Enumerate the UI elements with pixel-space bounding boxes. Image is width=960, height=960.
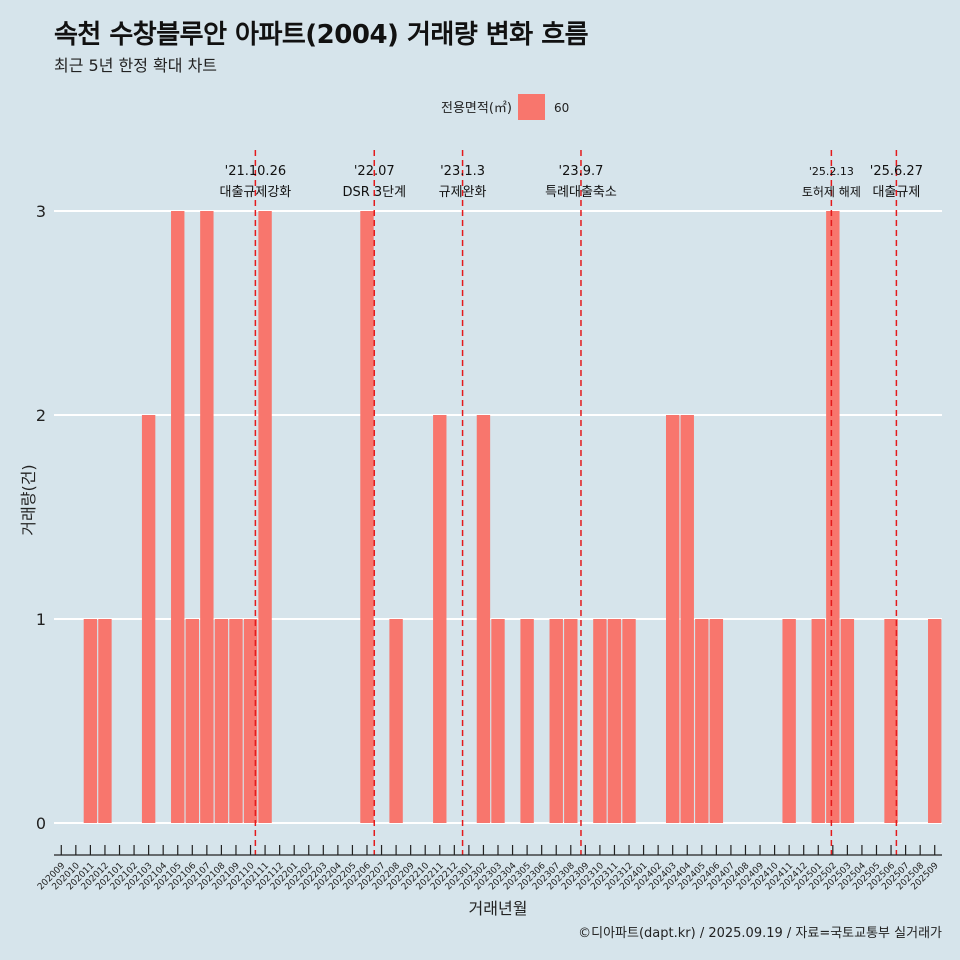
y-tick-label: 3 [36, 202, 46, 221]
y-axis-title: 거래량(건) [19, 464, 38, 535]
bar-202105 [171, 211, 185, 823]
y-tick-label: 1 [36, 610, 46, 629]
caption: ©디아파트(dapt.kr) / 2025.09.19 / 자료=국토교통부 실… [578, 926, 942, 941]
event-date-1: '22.07 [354, 164, 395, 179]
event-label-0: 대출규제강화 [219, 185, 291, 200]
y-tick-label: 0 [36, 814, 46, 833]
bar-202311 [607, 619, 622, 823]
bar-202310 [593, 619, 607, 823]
bar-202307 [549, 619, 563, 823]
legend: 전용면적(㎡) 60 [441, 94, 569, 120]
bar-202106 [185, 619, 199, 823]
bar-202312 [622, 619, 636, 823]
event-label-4: 토허제 해제 [802, 185, 861, 199]
event-label-2: 규제완화 [439, 185, 487, 200]
bar-202403 [665, 415, 680, 823]
event-date-4: '25.2.13 [809, 165, 854, 178]
bar-202111 [258, 211, 272, 823]
bar-202303 [491, 619, 505, 823]
annotations: '21.10.26 대출규제강화 '22.07 DSR 3단계 '23.1.3 규제완화 '… [219, 150, 923, 855]
x-axis: 2020092020102020112020122021012021022021… [36, 845, 942, 892]
event-date-3: '23.9.7 [559, 164, 604, 179]
bar-202305 [520, 619, 534, 823]
legend-swatch-60 [518, 94, 545, 120]
chart-title: 속천 수창블루안 아파트(2004) 거래량 변화 흐름 [54, 20, 589, 50]
bar-202011 [83, 619, 98, 823]
bar-202411 [782, 619, 796, 823]
bar-202406 [709, 619, 724, 823]
bar-202302 [476, 415, 491, 823]
bar-202110 [243, 619, 258, 823]
bar-202107 [200, 211, 214, 823]
legend-title: 전용면적(㎡) [441, 101, 512, 116]
bar-202404 [680, 415, 694, 823]
bar-202405 [695, 619, 709, 823]
event-label-1: DSR 3단계 [342, 185, 406, 200]
event-label-3: 특례대출축소 [545, 185, 617, 200]
x-axis-title: 거래년월 [469, 899, 528, 918]
legend-label-60: 60 [554, 101, 569, 115]
bar-202208 [389, 619, 403, 823]
bar-202012 [98, 619, 112, 823]
bar-202108 [214, 619, 229, 823]
event-date-0: '21.10.26 [225, 164, 286, 179]
bar-202503 [840, 619, 855, 823]
bar-202501 [811, 619, 825, 823]
event-label-5: 대출규제 [872, 185, 920, 200]
y-axis: 0 1 2 3 [36, 202, 46, 833]
bar-202211 [433, 415, 447, 823]
bar-202109 [229, 619, 243, 823]
bar-202103 [141, 415, 156, 823]
bar-202506 [884, 619, 898, 823]
bar-202509 [928, 619, 942, 823]
event-date-5: '25.6.27 [870, 164, 923, 179]
bar-202308 [564, 619, 578, 823]
bar-202206 [360, 211, 374, 823]
event-date-2: '23.1.3 [440, 164, 485, 179]
y-tick-label: 2 [36, 406, 46, 425]
bar-202502 [826, 211, 840, 823]
chart-subtitle: 최근 5년 한정 확대 차트 [54, 56, 218, 75]
bars [83, 211, 942, 823]
